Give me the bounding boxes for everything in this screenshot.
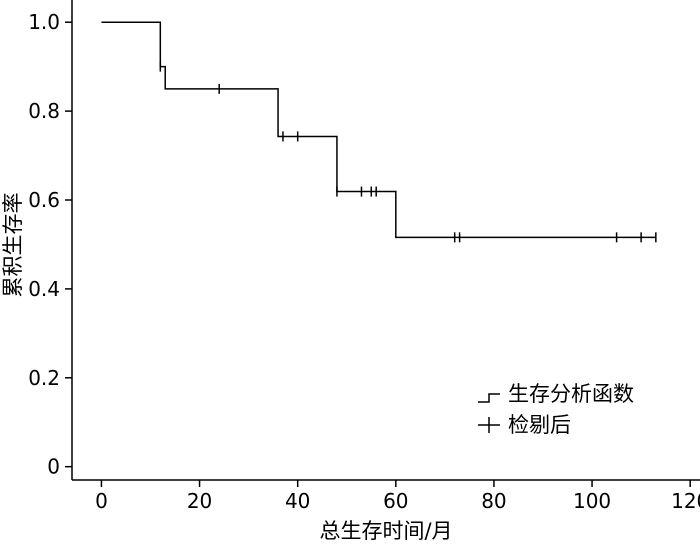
y-tick-label: 0.2 [28,366,60,390]
y-tick-label: 0 [47,455,60,479]
x-tick-label: 0 [95,489,108,513]
x-axis-title: 总生存时间/月 [319,519,452,543]
y-ticks: 0 0.2 0.4 0.6 0.8 1.0 [28,10,72,479]
y-tick-label: 0.4 [28,277,60,301]
y-axis-title: 累积生存率 [1,193,25,298]
x-tick-label: 40 [285,489,310,513]
x-tick-label: 60 [383,489,408,513]
legend-label-censored: 检剔后 [508,413,571,437]
x-ticks: 0 20 40 60 80 100 120 [95,480,700,513]
legend: 生存分析函数 检剔后 [478,382,634,437]
y-tick-label: 0.8 [28,99,60,123]
legend-item-survival: 生存分析函数 [478,382,634,406]
legend-label-survival: 生存分析函数 [508,382,634,406]
x-tick-label: 80 [481,489,506,513]
x-tick-label: 20 [187,489,212,513]
axes [71,0,700,481]
legend-item-censored: 检剔后 [478,413,571,437]
plot-area [101,21,657,243]
y-tick-label: 1.0 [28,10,60,34]
legend-step-icon [478,393,500,403]
x-tick-label: 120 [671,489,700,513]
y-tick-label: 0.6 [28,188,60,212]
survival-step-line [101,21,656,239]
x-tick-label: 100 [573,489,611,513]
